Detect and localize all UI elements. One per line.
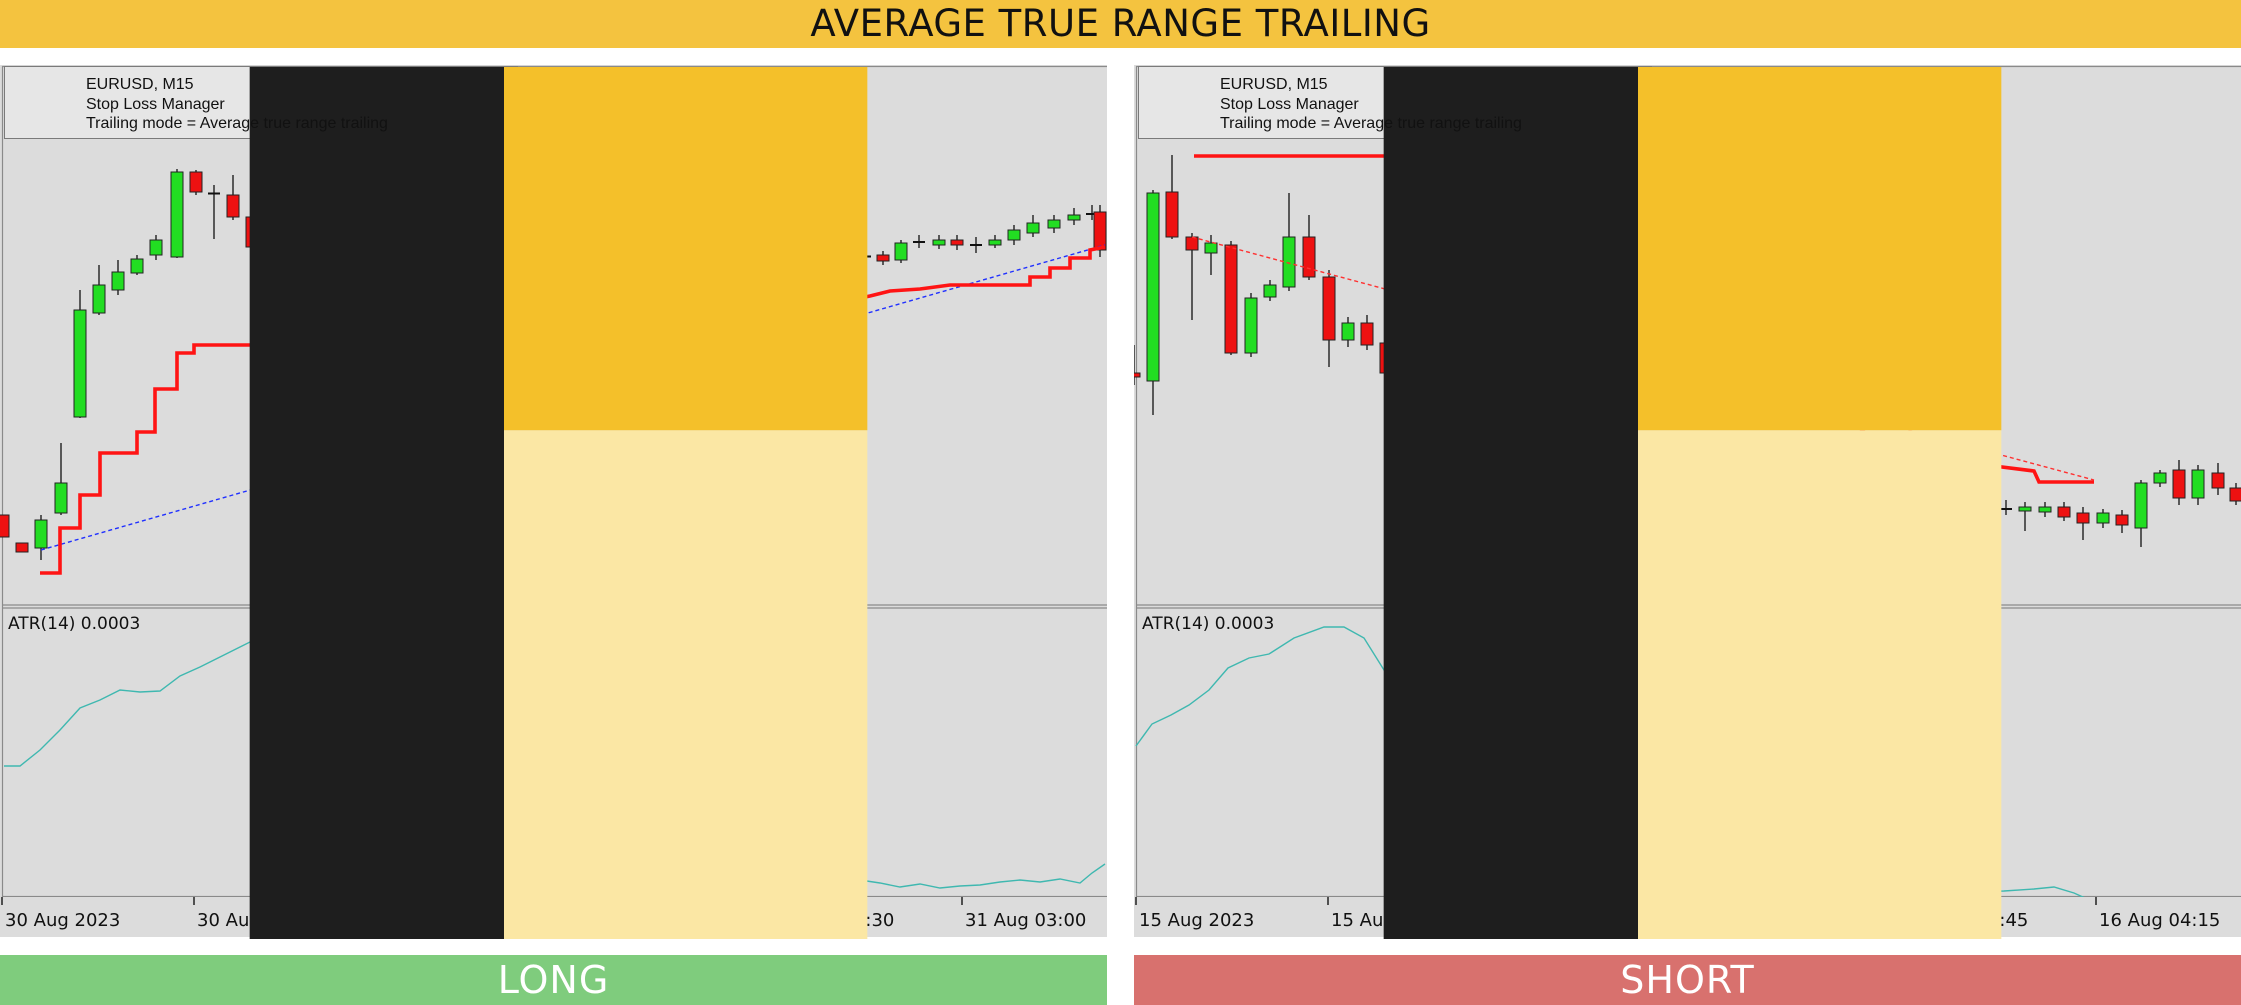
bull-candle [988, 239, 1002, 246]
expert-info-box: EURUSD, M15 Stop Loss Manager Trailing m… [1138, 66, 2002, 939]
bear-candle [950, 239, 964, 246]
bear-candle [876, 254, 890, 262]
expert-name-label: Stop Loss Manager [86, 95, 225, 113]
bull-candle [1047, 219, 1061, 229]
bull-candle [894, 242, 908, 261]
bull-candle [170, 171, 184, 258]
stop-loss-manager-logo-icon [1383, 67, 2002, 939]
bull-candle [1244, 297, 1258, 354]
long-side-label: LONG [0, 955, 1107, 1005]
bull-candle [54, 482, 68, 514]
trailing-mode-label: Trailing mode = Average true range trail… [1220, 115, 1522, 132]
bull-candle [2018, 506, 2032, 512]
bear-candle [1302, 236, 1316, 278]
bull-candle [92, 284, 106, 314]
bull-candle [1026, 222, 1040, 234]
time-axis-label: 31 Aug 03:00 [965, 910, 1086, 931]
expert-name-label: Stop Loss Manager [1220, 95, 1359, 113]
bear-candle [1093, 211, 1107, 251]
bull-candle [1263, 284, 1277, 298]
bull-candle [2134, 482, 2148, 529]
bear-candle [0, 514, 10, 538]
bear-candle [2211, 472, 2225, 489]
bear-candle [2115, 514, 2129, 526]
bull-candle [130, 258, 144, 274]
time-axis-label: 16 Aug 04:15 [2099, 910, 2220, 931]
bull-candle [2096, 512, 2110, 524]
trailing-mode-label: Trailing mode = Average true range trail… [86, 115, 388, 132]
expert-info-box: EURUSD, M15 Stop Loss Manager Trailing m… [4, 66, 868, 939]
bull-candle [1204, 242, 1218, 254]
bear-candle [15, 542, 29, 553]
bull-candle [2038, 506, 2052, 513]
bear-candle [2172, 469, 2186, 499]
bull-candle [34, 519, 48, 549]
symbol-label: EURUSD, M15 [86, 76, 194, 93]
symbol-label: EURUSD, M15 [1220, 76, 1328, 93]
bear-candle [2076, 512, 2090, 524]
bear-candle [1360, 322, 1374, 346]
page-title-banner: AVERAGE TRUE RANGE TRAILING [0, 0, 2241, 48]
bull-candle [932, 239, 946, 246]
bear-candle [1224, 244, 1238, 354]
bear-candle [226, 194, 240, 218]
bear-candle [189, 171, 203, 193]
bull-candle [1341, 322, 1355, 341]
stop-loss-manager-logo-icon [249, 67, 868, 939]
bear-candle [2229, 487, 2241, 502]
bull-candle [2153, 472, 2167, 484]
bull-candle [1007, 229, 1021, 241]
bull-candle [73, 309, 87, 418]
bull-candle [149, 239, 163, 256]
bear-candle [1322, 276, 1336, 341]
bear-candle [1134, 372, 1141, 378]
bull-candle [1067, 214, 1081, 221]
time-axis-label: 30 Aug 2023 [5, 910, 120, 931]
time-axis-label: 15 Aug 2023 [1139, 910, 1254, 931]
bull-candle [2191, 469, 2205, 499]
bull-candle [1146, 192, 1160, 382]
atr-indicator-label: ATR(14) 0.0003 [1142, 614, 1275, 634]
bull-candle [111, 271, 125, 291]
atr-indicator-label: ATR(14) 0.0003 [8, 614, 141, 634]
bear-candle [2057, 506, 2071, 518]
short-side-label: SHORT [1134, 955, 2241, 1005]
bear-candle [1165, 191, 1179, 238]
